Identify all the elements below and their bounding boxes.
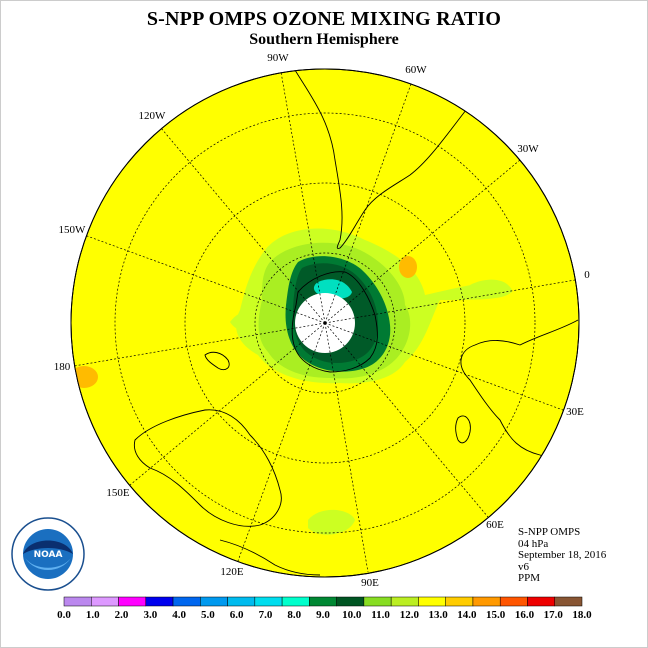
lon-label-180: 180 (54, 361, 71, 373)
colorbar-tick-label: 5.0 (201, 609, 215, 621)
meridians (73, 71, 576, 573)
colorbar-tick-label: 17.0 (544, 609, 564, 621)
info-line-unit: PPM (518, 572, 541, 584)
madagascar-coast (455, 415, 471, 444)
colorbar-tick-label: 7.0 (259, 609, 273, 621)
colorbar-tick-label: 10.0 (342, 609, 362, 621)
colorbar-box (445, 596, 474, 607)
colorbar-box (200, 596, 228, 607)
info-line-date: September 18, 2016 (518, 549, 607, 561)
colorbar-tick-label: 3.0 (143, 609, 157, 621)
lon-label-30e: 30E (566, 406, 584, 418)
colorbar-box (63, 596, 92, 607)
lon-label-60e: 60E (486, 519, 504, 531)
colorbar-box (336, 596, 365, 607)
antarctica-coast (291, 271, 378, 373)
lon-label-60w: 60W (405, 64, 427, 76)
colorbar-tick-label: 0.0 (57, 609, 71, 621)
colorbar-ticks: 0.0 1.0 2.0 3.0 4.0 5.0 6.0 7.0 8.0 9.0 10.0 11.0 12… (57, 609, 592, 621)
colorbar-box (227, 596, 256, 607)
map-title: S-NPP OMPS OZONE MIXING RATIO (146, 8, 502, 30)
lon-label-90e: 90E (361, 577, 379, 589)
lon-label-120w: 120W (139, 110, 167, 122)
logo-wordmark: NOAA (34, 550, 63, 560)
africa-coast (460, 319, 579, 481)
colorbar-box (527, 596, 555, 607)
colorbar-tick-label: 4.0 (172, 609, 186, 621)
pole-marker (323, 321, 327, 325)
lon-label-90w: 90W (267, 52, 289, 64)
colorbar-tick-label: 2.0 (115, 609, 129, 621)
ozone-patch-south (308, 509, 355, 535)
australia-coast (133, 409, 282, 527)
noaa-logo: NOAA (11, 517, 85, 591)
latitude-circles (114, 112, 536, 534)
lon-label-150e: 150E (106, 487, 130, 499)
colorbar-box (118, 596, 147, 607)
colorbar-tick-label: 8.0 (287, 609, 301, 621)
colorbar-tick-label: 13.0 (428, 609, 448, 621)
colorbar-box (254, 596, 283, 607)
lon-label-150w: 150W (59, 224, 87, 236)
colorbar-box (281, 596, 310, 607)
lon-label-0: 0 (584, 269, 590, 281)
colorbar-box (499, 596, 528, 607)
orange-patch-1 (399, 256, 417, 278)
colorbar-box (309, 596, 337, 607)
lon-label-120e: 120E (220, 566, 244, 578)
colorbar-tick-label: 14.0 (457, 609, 477, 621)
colorbar-tick-label: 11.0 (371, 609, 390, 621)
colorbar-tick-label: 15.0 (486, 609, 506, 621)
lon-label-30w: 30W (517, 143, 539, 155)
info-panel: S-NPP OMPS 04 hPa September 18, 2016 v6 … (518, 526, 607, 585)
colorbar-box (363, 596, 392, 607)
colorbar-tick-label: 1.0 (86, 609, 100, 621)
colorbar-tick-label: 9.0 (316, 609, 330, 621)
south-america-coast (294, 69, 501, 249)
ozone-patch-west (230, 311, 258, 331)
ozone-patch-east (470, 279, 512, 297)
colorbar-box (554, 596, 583, 607)
map-subtitle: Southern Hemisphere (249, 31, 399, 48)
colorbar-box (418, 596, 446, 607)
colorbar-tick-label: 16.0 (515, 609, 535, 621)
info-line-pressure: 04 hPa (518, 537, 549, 550)
colorbar-box (390, 596, 419, 607)
ozone-field (71, 69, 579, 576)
colorbar-box (145, 596, 174, 607)
indonesia-coast (219, 539, 321, 576)
colorbar-tick-label: 12.0 (400, 609, 420, 621)
new-zealand-coast (204, 351, 230, 371)
info-line-satellite: S-NPP OMPS (518, 526, 581, 538)
colorbar-boxes (63, 596, 583, 607)
colorbar-box (91, 596, 119, 607)
info-line-version: v6 (518, 560, 529, 573)
colorbar-tick-label: 18.0 (572, 609, 592, 621)
coastlines (133, 69, 579, 576)
colorbar-box (472, 596, 501, 607)
colorbar-box (172, 596, 201, 607)
colorbar-tick-label: 6.0 (230, 609, 244, 621)
